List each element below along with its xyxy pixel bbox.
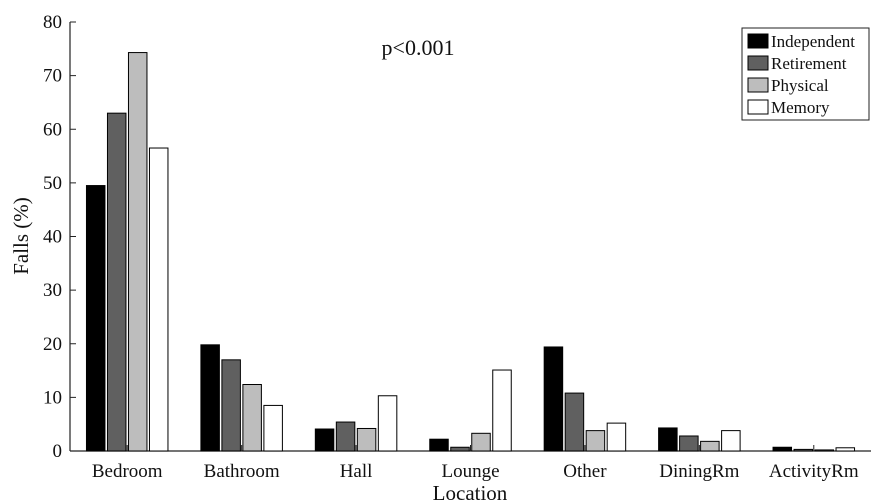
bar-physical-lounge <box>471 432 491 452</box>
bars <box>85 52 856 452</box>
bar-independent-diningrm <box>658 427 678 452</box>
bar-retirement-other <box>564 392 585 452</box>
y-tick-label: 70 <box>43 66 62 87</box>
bar-memory-lounge <box>492 369 512 452</box>
x-tick-label: Other <box>563 461 607 482</box>
y-tick-label: 50 <box>43 173 62 194</box>
legend-items: Independent Retirement Physical Memory <box>747 32 855 117</box>
bar-memory-diningrm <box>721 430 741 452</box>
y-tick-label: 20 <box>43 334 62 355</box>
x-ticks: Bedroom Bathroom Hall Lounge Other DiningRm Ac… <box>92 445 859 482</box>
y-tick-label: 30 <box>43 280 62 301</box>
legend-swatch <box>747 77 769 93</box>
bar-physical-diningrm <box>700 440 720 452</box>
y-tick-label: 80 <box>43 12 62 33</box>
y-axis-title: Falls (%) <box>9 197 33 275</box>
legend-label: Memory <box>771 98 830 117</box>
annotation-text: p<0.001 <box>382 35 455 60</box>
bar-memory-activityrm <box>835 447 856 452</box>
bar-memory-other <box>606 422 627 452</box>
bar-memory-bathroom <box>263 404 283 452</box>
bar-independent-other <box>543 346 564 452</box>
x-tick-label: Lounge <box>441 461 499 482</box>
bar-memory-hall <box>377 395 398 452</box>
bar-physical-bedroom <box>127 52 148 452</box>
y-tick-label: 10 <box>43 387 62 408</box>
legend-swatch <box>747 55 769 71</box>
legend: Independent Retirement Physical Memory <box>741 27 870 121</box>
x-tick-label: Bathroom <box>204 461 280 482</box>
bar-retirement-activityrm <box>793 448 814 452</box>
bar-physical-other <box>585 430 606 452</box>
bar-retirement-bathroom <box>221 359 241 452</box>
legend-label: Retirement <box>771 54 847 73</box>
x-axis-title: Location <box>433 481 508 504</box>
x-tick-label: Hall <box>340 461 373 482</box>
y-tick-label: 0 <box>53 441 63 462</box>
x-tick-label: ActivityRm <box>769 461 859 482</box>
x-tick-label: DiningRm <box>659 461 739 482</box>
bar-memory-bedroom <box>148 147 169 452</box>
bar-physical-bathroom <box>242 384 262 452</box>
bar-independent-bedroom <box>85 185 106 452</box>
bar-retirement-diningrm <box>679 435 699 452</box>
bar-physical-activityrm <box>814 449 835 452</box>
bar-independent-lounge <box>429 438 449 452</box>
y-ticks: 0 10 20 30 40 50 60 70 80 <box>43 12 76 462</box>
y-tick-label: 60 <box>43 119 62 140</box>
legend-swatch <box>747 99 769 115</box>
legend-label: Physical <box>771 76 829 95</box>
bar-independent-bathroom <box>200 344 220 452</box>
bar-retirement-hall <box>335 421 356 452</box>
x-tick-label: Bedroom <box>92 461 163 482</box>
y-tick-label: 40 <box>43 227 62 248</box>
legend-swatch <box>747 33 769 49</box>
bar-physical-hall <box>356 427 377 452</box>
legend-label: Independent <box>771 32 855 51</box>
bar-retirement-lounge <box>450 446 470 452</box>
bar-retirement-bedroom <box>106 112 127 452</box>
bar-independent-activityrm <box>772 446 793 452</box>
bar-independent-hall <box>314 428 335 452</box>
